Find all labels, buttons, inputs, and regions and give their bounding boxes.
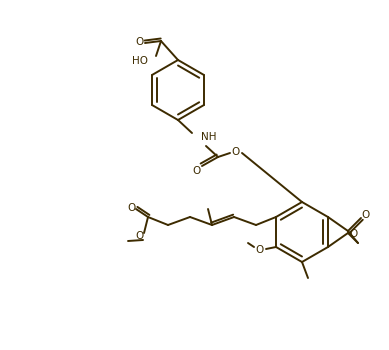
Text: O: O	[232, 147, 240, 157]
Text: O: O	[362, 210, 370, 220]
Text: O: O	[136, 37, 144, 47]
Text: HO: HO	[132, 56, 148, 66]
Text: NH: NH	[201, 132, 217, 142]
Text: O: O	[127, 203, 135, 213]
Text: O: O	[193, 166, 201, 176]
Text: O: O	[135, 231, 143, 241]
Text: O: O	[350, 229, 358, 239]
Text: O: O	[255, 245, 263, 255]
